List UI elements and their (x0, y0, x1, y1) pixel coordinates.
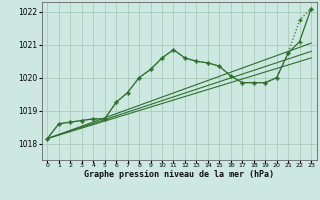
X-axis label: Graphe pression niveau de la mer (hPa): Graphe pression niveau de la mer (hPa) (84, 170, 274, 179)
